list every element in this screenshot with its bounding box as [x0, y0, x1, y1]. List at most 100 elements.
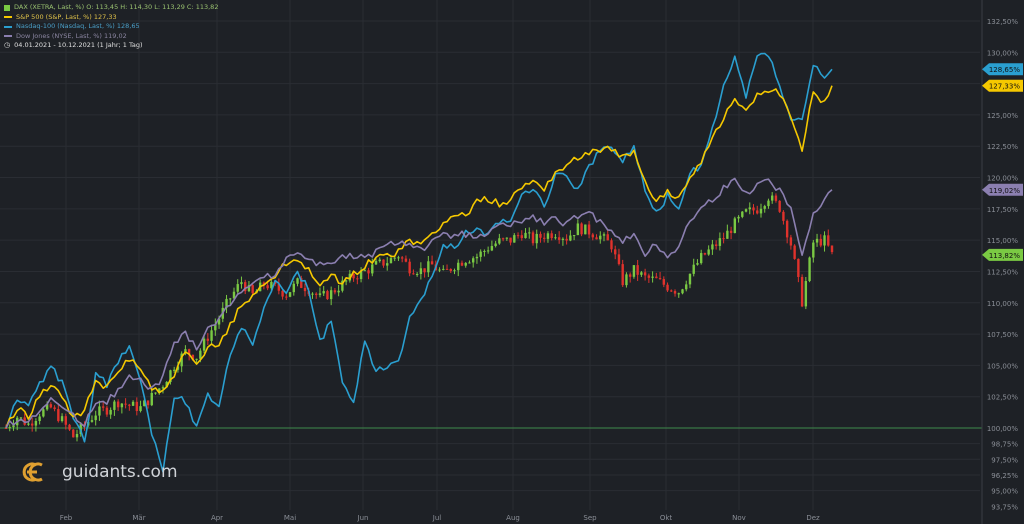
dax-candle	[318, 287, 322, 298]
y-tick-label: 95,00%	[991, 488, 1018, 496]
dax-candle	[550, 230, 553, 241]
dax-candle	[202, 335, 206, 354]
dax-candle	[442, 265, 445, 271]
legend-item-nasdaq[interactable]: Nasdaq-100 (Nasdaq, Last, %) 128,65	[4, 22, 218, 32]
dax-candle	[131, 400, 135, 406]
dax-candle	[468, 260, 471, 264]
dax-candle	[116, 399, 120, 411]
end-label-text: 113,82%	[989, 252, 1020, 260]
dax-candle	[180, 351, 183, 373]
x-tick-label: Jul	[432, 514, 442, 522]
dax-candle	[509, 237, 512, 246]
dax-candle	[374, 258, 378, 265]
dax-candle	[785, 219, 789, 244]
y-tick-label: 96,25%	[991, 472, 1018, 480]
dax-candle	[557, 231, 561, 244]
x-tick-label: Sep	[583, 514, 597, 522]
dax-candle	[244, 279, 247, 295]
dax-candle	[621, 259, 624, 287]
dax-candle	[457, 259, 460, 277]
dax-candle	[344, 279, 348, 286]
end-label-text: 128,65%	[989, 66, 1020, 74]
dax-candle	[692, 258, 695, 277]
y-tick-label: 122,50%	[987, 143, 1018, 151]
legend-item-dow[interactable]: Dow Jones (NYSE, Last, %) 119,02	[4, 32, 218, 42]
dax-candle	[172, 366, 176, 373]
x-tick-label: Apr	[211, 514, 223, 522]
dax-candle	[397, 255, 400, 261]
guidants-logo: guidants.com	[22, 461, 178, 483]
y-axis: 95,00% 96,25% 97,50% 98,75% 100,00% 102,50% 10…	[981, 0, 1018, 524]
dax-candle	[30, 417, 34, 432]
series-line-dow-jones	[5, 177, 833, 429]
dax-candle	[759, 203, 763, 218]
dax-candle	[606, 229, 609, 241]
dax-candle	[617, 248, 621, 266]
dax-candle	[602, 232, 606, 242]
dax-candle	[430, 255, 434, 265]
dax-candle	[453, 268, 456, 275]
dax-candle	[501, 237, 505, 242]
dax-candle	[535, 229, 538, 249]
dax-candle	[311, 292, 314, 299]
dax-candle	[105, 405, 109, 417]
dax-candle	[655, 272, 658, 279]
dax-candle	[471, 256, 475, 268]
dax-candle	[49, 402, 53, 409]
dax-candle	[128, 403, 131, 411]
legend-label: S&P 500 (S&P, Last, %) 127,33	[16, 12, 117, 21]
dax-candle	[666, 282, 669, 293]
dax-candle	[445, 264, 449, 270]
legend-label: Nasdaq-100 (Nasdaq, Last, %) 128,65	[16, 22, 140, 30]
dax-candle	[460, 260, 464, 267]
dax-candle	[599, 231, 602, 244]
dax-candle	[520, 230, 523, 241]
dax-candle	[699, 249, 703, 265]
dax-candle	[449, 268, 452, 274]
dax-candle	[827, 229, 830, 247]
dax-candle	[281, 289, 284, 300]
dax-candle	[513, 233, 516, 243]
dax-candle	[651, 271, 654, 283]
dax-candle	[580, 222, 583, 237]
dax-candle	[124, 398, 127, 409]
dax-candle	[329, 286, 333, 306]
end-label-nasdaq-100: 128,65%	[982, 63, 1023, 76]
dax-candle	[42, 407, 45, 418]
dax-candle	[569, 230, 572, 242]
series-line-nasdaq-100	[5, 52, 833, 473]
dax-swatch	[4, 4, 10, 11]
dax-candle	[292, 280, 295, 296]
dax-candle	[819, 234, 822, 248]
y-tick-label: 97,50%	[991, 456, 1018, 464]
x-axis: Feb Mär Apr Mai Jun Jul Aug Sep Okt Nov Dez	[60, 514, 820, 522]
dax-candle	[53, 405, 56, 412]
end-label-dow-jones: 119,02%	[982, 183, 1023, 196]
dax-candle	[774, 193, 778, 203]
end-label-text: 119,02%	[989, 187, 1020, 195]
legend-item-dax[interactable]: DAX (XETRA, Last, %) O: 113,45 H: 114,30…	[4, 3, 218, 13]
dax-candle	[756, 205, 759, 215]
dax-candles	[4, 192, 834, 442]
dax-candle	[464, 262, 467, 268]
dax-candle	[823, 231, 826, 252]
dax-candle	[408, 258, 411, 277]
dax-candle	[72, 429, 75, 438]
y-tick-label: 130,00%	[987, 49, 1018, 57]
dax-candle	[109, 407, 112, 419]
y-tick-label: 115,00%	[987, 237, 1018, 245]
dax-candle	[214, 318, 217, 336]
dax-candle	[673, 289, 677, 297]
y-tick-label: 125,00%	[987, 112, 1018, 120]
dax-candle	[767, 198, 770, 209]
end-value-labels: 128,65% 127,33% 119,02% 113,82%	[982, 63, 1023, 261]
legend-item-sp500[interactable]: S&P 500 (S&P, Last, %) 127,33	[4, 13, 218, 23]
grid-lines	[0, 0, 980, 510]
dax-candle	[628, 272, 632, 283]
dax-candle	[685, 280, 688, 292]
dax-candle	[333, 288, 337, 295]
dax-candle	[591, 232, 594, 241]
dax-candle	[64, 413, 68, 430]
dax-candle	[782, 210, 785, 225]
